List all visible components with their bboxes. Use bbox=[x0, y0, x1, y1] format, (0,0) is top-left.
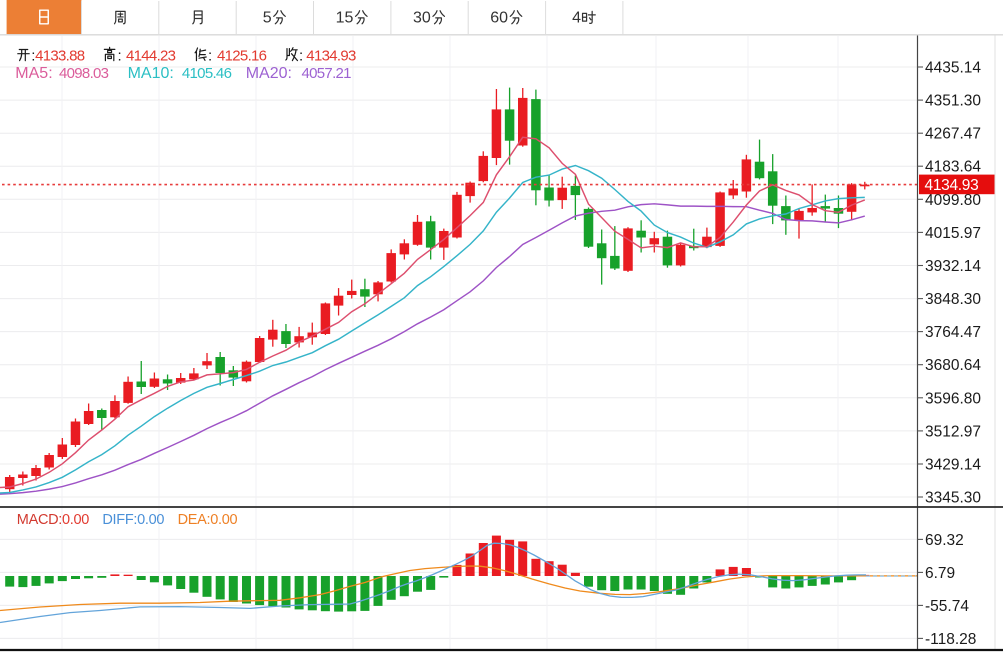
svg-text:4134.93: 4134.93 bbox=[925, 177, 979, 194]
svg-text::: : bbox=[208, 48, 211, 65]
svg-text:4125.16: 4125.16 bbox=[217, 48, 267, 65]
svg-text:MA5:: MA5: bbox=[15, 65, 52, 82]
svg-text:69.32: 69.32 bbox=[925, 532, 964, 549]
svg-text:5: 5 bbox=[263, 10, 272, 27]
svg-text:MA20:: MA20: bbox=[246, 65, 292, 82]
svg-text:4144.23: 4144.23 bbox=[126, 48, 176, 65]
svg-text:DIFF:0.00: DIFF:0.00 bbox=[102, 512, 164, 528]
svg-text::: : bbox=[118, 48, 121, 65]
svg-text:4057.21: 4057.21 bbox=[302, 65, 352, 82]
svg-text:15: 15 bbox=[336, 10, 354, 27]
svg-text:-55.74: -55.74 bbox=[925, 598, 969, 615]
svg-text:4015.97: 4015.97 bbox=[925, 225, 981, 242]
svg-text:4: 4 bbox=[572, 10, 581, 27]
svg-text:3345.30: 3345.30 bbox=[925, 490, 981, 507]
svg-text:60: 60 bbox=[490, 10, 508, 27]
svg-text:MACD:0.00: MACD:0.00 bbox=[17, 512, 89, 528]
svg-text:4134.93: 4134.93 bbox=[306, 48, 356, 65]
svg-text:DEA:0.00: DEA:0.00 bbox=[178, 512, 238, 528]
svg-text:4267.47: 4267.47 bbox=[925, 126, 981, 143]
svg-text:-118.28: -118.28 bbox=[925, 631, 976, 648]
svg-text::: : bbox=[299, 48, 302, 65]
svg-text:4098.03: 4098.03 bbox=[59, 65, 109, 82]
svg-text:4183.64: 4183.64 bbox=[925, 159, 981, 176]
svg-text:3429.14: 3429.14 bbox=[925, 457, 981, 474]
svg-text:30: 30 bbox=[413, 10, 431, 27]
svg-text::: : bbox=[31, 48, 34, 65]
svg-text:3680.64: 3680.64 bbox=[925, 357, 981, 374]
svg-text:3596.80: 3596.80 bbox=[925, 390, 981, 407]
svg-text:4133.88: 4133.88 bbox=[35, 48, 85, 65]
svg-text:4351.30: 4351.30 bbox=[925, 93, 981, 110]
svg-text:4099.80: 4099.80 bbox=[925, 192, 981, 209]
svg-text:4105.46: 4105.46 bbox=[182, 65, 232, 82]
svg-text:3932.14: 3932.14 bbox=[925, 258, 981, 275]
svg-text:6.79: 6.79 bbox=[925, 565, 955, 582]
svg-text:4435.14: 4435.14 bbox=[925, 60, 981, 77]
svg-text:MA10:: MA10: bbox=[128, 65, 174, 82]
svg-text:3512.97: 3512.97 bbox=[925, 423, 981, 440]
svg-text:3764.47: 3764.47 bbox=[925, 324, 981, 341]
svg-text:3848.30: 3848.30 bbox=[925, 291, 981, 308]
